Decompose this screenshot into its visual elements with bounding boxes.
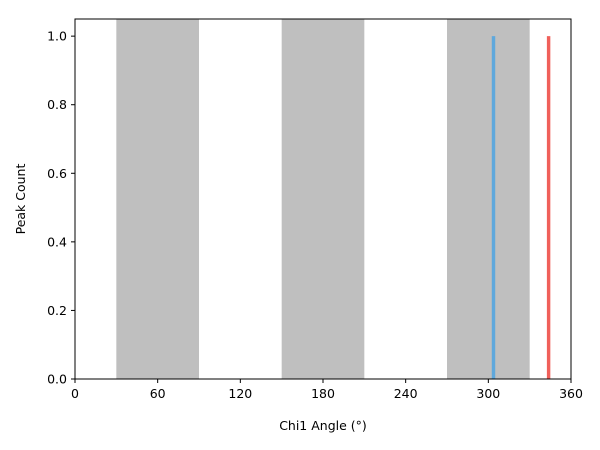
y-tick-label: 0.0	[47, 372, 67, 387]
x-tick-label: 120	[228, 386, 252, 401]
bar-0	[491, 36, 496, 380]
y-tick-label: 0.2	[47, 303, 67, 318]
x-axis-ticks: 0 60 120 180 240 300 360	[71, 379, 583, 401]
y-axis-label: Peak Count	[13, 164, 28, 235]
y-tick-label: 0.6	[47, 166, 67, 181]
x-tick-label: 360	[559, 386, 583, 401]
shaded-region-2	[447, 19, 530, 379]
shaded-regions	[116, 19, 530, 379]
x-tick-label: 0	[71, 386, 79, 401]
x-tick-label: 60	[150, 386, 166, 401]
x-tick-label: 180	[311, 386, 335, 401]
x-tick-label: 300	[476, 386, 500, 401]
y-tick-label: 0.4	[47, 234, 67, 249]
bars	[491, 36, 551, 380]
y-tick-label: 1.0	[47, 29, 67, 44]
x-axis-label: Chi1 Angle (°)	[279, 418, 367, 433]
shaded-region-0	[116, 19, 199, 379]
shaded-region-1	[281, 19, 365, 379]
bar-1	[546, 36, 551, 380]
y-tick-label: 0.8	[47, 97, 67, 112]
y-axis-ticks: 0.0 0.2 0.4 0.6 0.8 1.0	[47, 29, 75, 387]
x-tick-label: 240	[394, 386, 418, 401]
